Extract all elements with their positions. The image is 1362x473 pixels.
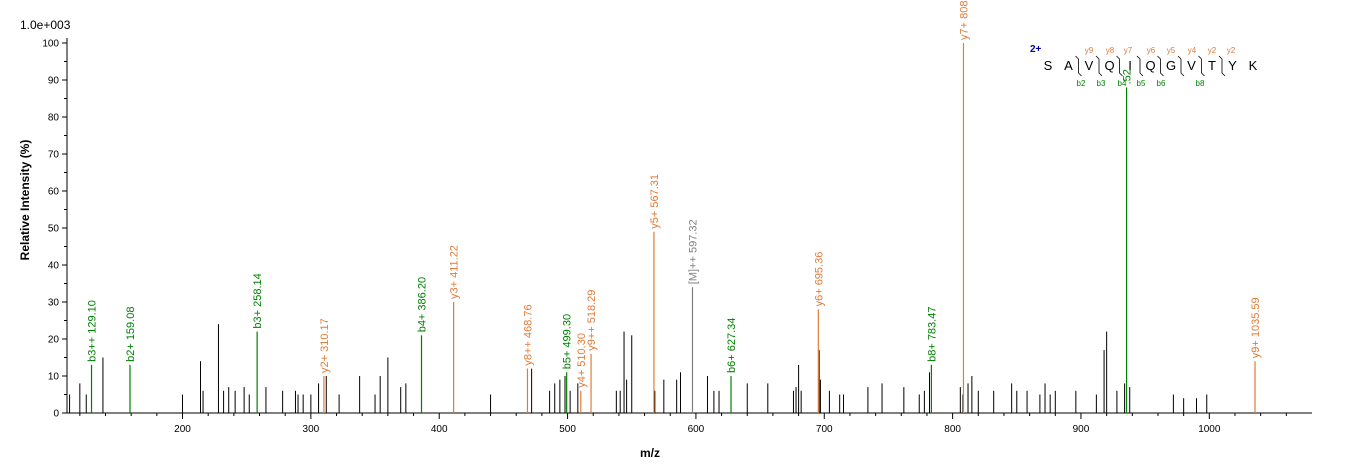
peak-label: b5+ 499.30 (562, 314, 574, 369)
x-tick-label: 1000 (1198, 424, 1221, 435)
y-ion-label: y6 (1147, 46, 1156, 55)
peak-label: .52 (1122, 69, 1134, 84)
y-tick-label: 40 (48, 261, 60, 272)
peak-label: y9++ 518.29 (586, 290, 598, 351)
x-tick-label: 700 (816, 424, 833, 435)
peak-label: y5+ 567.31 (649, 174, 661, 229)
x-tick-label: 300 (303, 424, 320, 435)
peak-label: y9+ 1035.59 (1250, 297, 1262, 358)
x-tick-label: 800 (944, 424, 961, 435)
y-tick-label: 10 (48, 372, 60, 383)
peak-label: y7+ 808.46 (958, 0, 970, 40)
x-tick-label: 900 (1073, 424, 1090, 435)
x-tick-label: 500 (559, 424, 576, 435)
y-ion-label: y2 (1208, 46, 1217, 55)
y-ion-label: y2 (1227, 46, 1236, 55)
sequence-residue: I (1128, 58, 1132, 73)
y-tick-label: 90 (48, 76, 60, 87)
sequence-residue: K (1249, 58, 1258, 73)
peak-label: b3+ 258.14 (252, 273, 264, 328)
y-ion-label: y9 (1085, 46, 1094, 55)
sequence-residue: S (1044, 58, 1053, 73)
fragment-bracket (1157, 55, 1164, 77)
sequence-residue: Q (1104, 58, 1114, 73)
sequence-residue: G (1166, 58, 1176, 73)
fragment-bracket (1075, 55, 1082, 77)
peaks (69, 43, 1256, 413)
y-tick-label: 0 (53, 409, 59, 420)
peak-annotations: b3++ 129.10 b2+ 159.08 b3+ 258.14 y2+ 310.1… (87, 0, 1262, 388)
fragment-bracket (1136, 55, 1144, 77)
b-ion-label: b2 (1077, 79, 1086, 88)
y-tick-label: 100 (42, 39, 59, 50)
sequence-residue: Q (1145, 58, 1155, 73)
fragment-bracket (1198, 55, 1205, 77)
b-ion-label: b6 (1157, 79, 1166, 88)
sequence-residue: T (1208, 58, 1216, 73)
y-tick-label: 30 (48, 298, 60, 309)
y-tick-label: 20 (48, 335, 60, 346)
peak-label: y6+ 695.36 (813, 252, 825, 307)
peak-label: b2+ 159.08 (125, 307, 137, 362)
x-tick-label: 400 (431, 424, 448, 435)
fragment-bracket (1095, 55, 1103, 77)
y-tick-label: 70 (48, 150, 60, 161)
peak-label: y4+ 510.30 (576, 333, 588, 388)
y-tick-label: 60 (48, 187, 60, 198)
y-axis-title: Relative Intensity (%) (18, 140, 32, 261)
y-ion-label: y4 (1188, 46, 1197, 55)
b-ion-label: b8 (1196, 79, 1205, 88)
intensity-scale-label: 1.0e+003 (20, 18, 71, 32)
sequence-residue: V (1187, 58, 1196, 73)
b-ion-label: b3 (1097, 79, 1106, 88)
fragment-bracket (1116, 55, 1123, 77)
peak-label: y8++ 468.76 (522, 304, 534, 365)
peak-label: [M]++ 597.32 (687, 219, 699, 284)
b-ion-label: b4 (1118, 79, 1127, 88)
y-ion-label: y5 (1167, 46, 1176, 55)
peak-label: y3+ 411.22 (449, 245, 461, 299)
sequence-residue: A (1064, 58, 1073, 73)
peak-label: b3++ 129.10 (87, 300, 99, 362)
x-tick-label: 600 (688, 424, 705, 435)
y-tick-label: 50 (48, 224, 60, 235)
peak-label: y2+ 310.17 (319, 318, 331, 373)
y-ion-label: y8 (1106, 46, 1115, 55)
fragment-bracket (1177, 55, 1185, 77)
sequence-residue: V (1085, 58, 1094, 73)
peak-label: b6+ 627.34 (726, 318, 738, 373)
sequence-residue: Y (1228, 58, 1237, 73)
y-ion-label: y7 (1124, 46, 1133, 55)
x-axis-title: m/z (640, 446, 660, 460)
y-tick-label: 80 (48, 113, 60, 124)
x-tick-label: 200 (174, 424, 191, 435)
b-ion-label: b5 (1137, 79, 1146, 88)
peak-label: b8+ 783.47 (926, 307, 938, 362)
charge-state: 2+ (1030, 44, 1042, 55)
axes: 0 10 20 30 40 50 60 70 80 90 100 200 300 400 500 600 700… (42, 38, 1312, 435)
fragment-bracket (1218, 55, 1226, 77)
peak-label: b4+ 386.20 (417, 277, 429, 332)
